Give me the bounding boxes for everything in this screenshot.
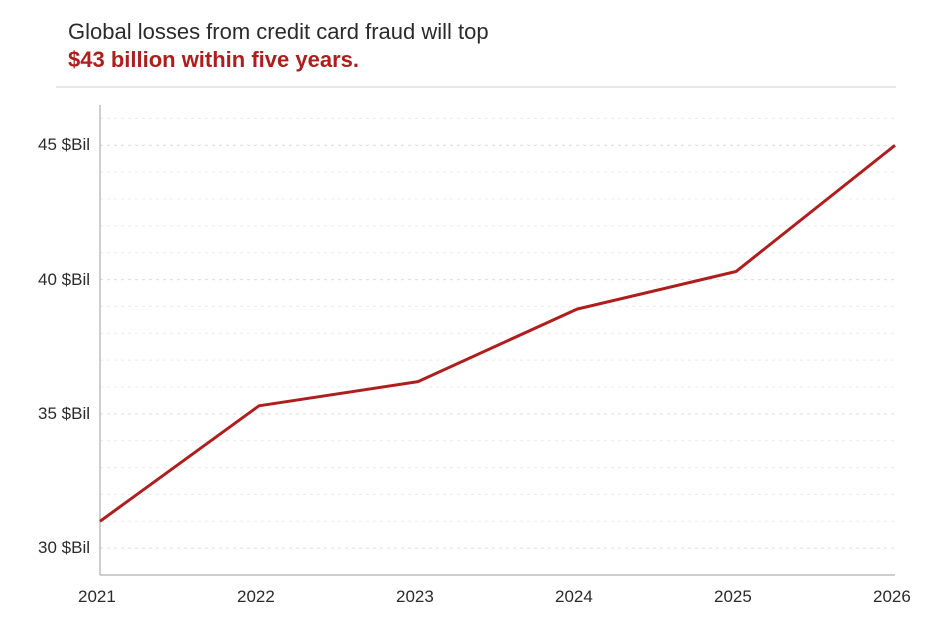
x-axis-label: 2025	[714, 587, 752, 607]
x-axis-label: 2024	[555, 587, 593, 607]
x-axis-label: 2026	[873, 587, 911, 607]
y-axis-label: 40 $Bil	[20, 270, 90, 290]
x-axis-label: 2023	[396, 587, 434, 607]
chart-container: Global losses from credit card fraud wil…	[0, 0, 927, 637]
x-axis-label: 2022	[237, 587, 275, 607]
x-axis-label: 2021	[78, 587, 116, 607]
line-chart	[0, 0, 927, 637]
y-axis-label: 45 $Bil	[20, 135, 90, 155]
y-axis-label: 35 $Bil	[20, 404, 90, 424]
y-axis-label: 30 $Bil	[20, 538, 90, 558]
